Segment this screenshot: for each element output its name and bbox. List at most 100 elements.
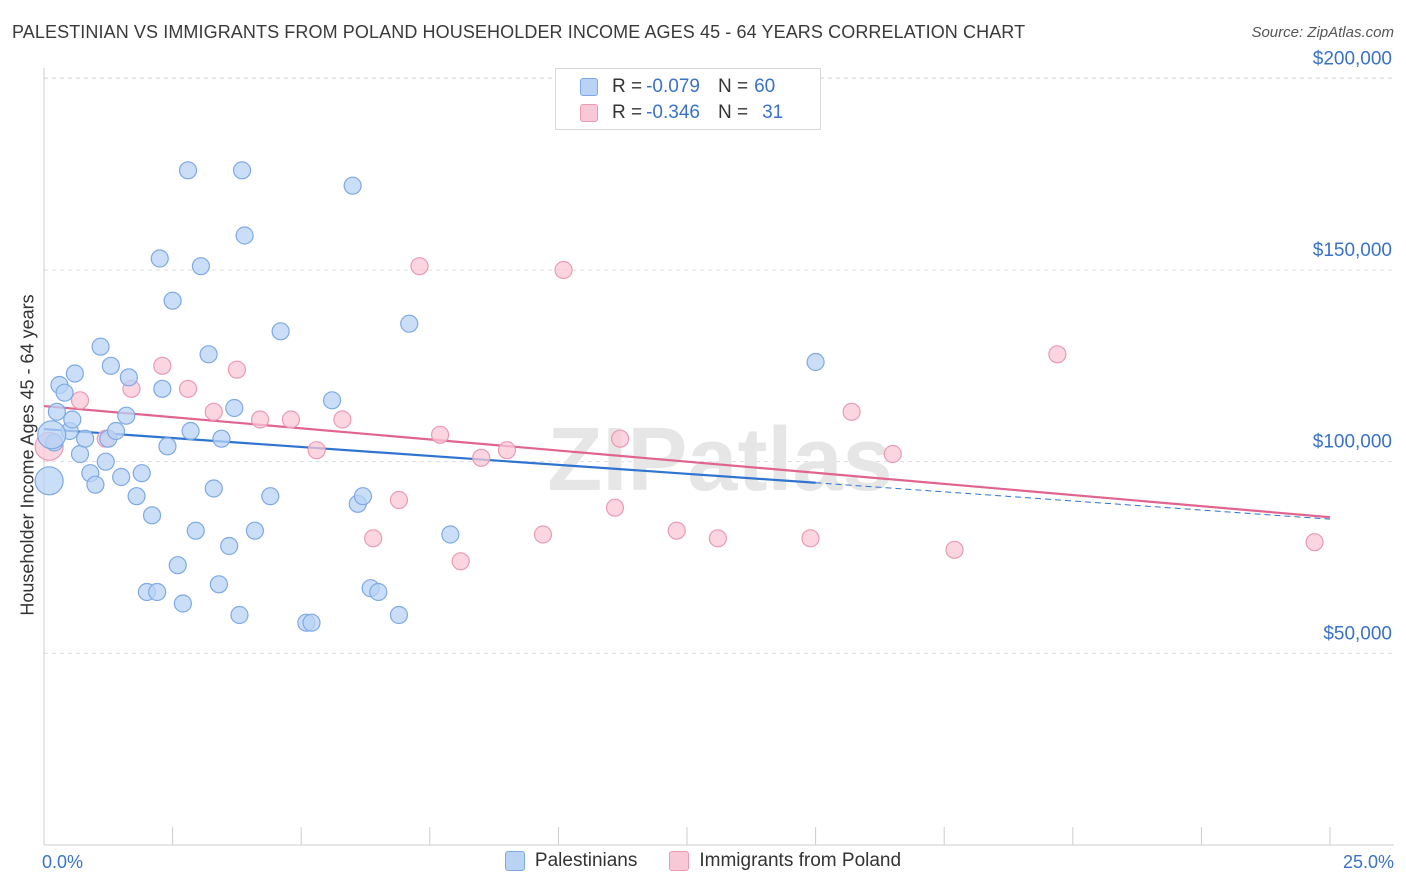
trend-line-palestinians	[43, 427, 816, 484]
point-poland	[801, 529, 820, 548]
point-palestinians	[150, 249, 169, 268]
point-poland	[611, 429, 630, 448]
point-palestinians	[191, 257, 210, 276]
point-palestinians	[153, 379, 172, 398]
r-value: -0.079	[646, 76, 700, 97]
point-palestinians	[63, 410, 82, 429]
point-palestinians	[245, 521, 265, 540]
y-tick-label: $100,000	[1313, 432, 1392, 453]
blue-swatch	[504, 851, 525, 871]
point-poland	[204, 402, 223, 421]
point-palestinians	[302, 613, 321, 632]
point-palestinians	[225, 398, 244, 418]
legend-label: Palestinians	[534, 850, 638, 871]
point-palestinians	[173, 594, 192, 613]
point-palestinians	[65, 364, 84, 383]
point-palestinians	[132, 464, 151, 483]
point-poland	[250, 410, 270, 429]
point-poland	[307, 441, 326, 460]
r-value: -0.346	[646, 102, 700, 123]
point-palestinians	[37, 420, 67, 450]
point-poland	[945, 540, 964, 559]
n-label: N =	[717, 76, 749, 97]
x-tick-label-max: 25.0%	[1342, 852, 1394, 872]
series-legend: Palestinians Immigrants from Poland	[0, 850, 1406, 872]
point-palestinians	[220, 536, 239, 556]
point-poland	[497, 441, 517, 460]
y-tick-label: $50,000	[1323, 623, 1392, 644]
y-tick-label: $200,000	[1313, 48, 1392, 69]
point-palestinians	[112, 467, 131, 487]
point-poland	[605, 498, 625, 517]
watermark: ZIPatlas	[547, 410, 892, 510]
legend-item-palestinians: Palestinians	[504, 850, 638, 872]
point-palestinians	[806, 352, 825, 372]
point-palestinians	[47, 402, 66, 421]
legend-row-palestinians: R = -0.079 N = 60	[580, 75, 775, 99]
point-palestinians	[34, 466, 64, 496]
y-axis-label: Householder Income Ages 45 - 64 years	[17, 294, 38, 616]
trend-extension-palestinians	[815, 482, 1331, 520]
point-palestinians	[353, 487, 373, 506]
chart-title: PALESTINIAN VS IMMIGRANTS FROM POLAND HO…	[12, 22, 1026, 42]
point-palestinians	[101, 356, 120, 375]
r-label: R =	[612, 76, 643, 97]
point-palestinians	[186, 521, 205, 540]
point-palestinians	[70, 444, 90, 464]
point-palestinians	[163, 291, 182, 310]
blue-swatch	[580, 78, 598, 96]
point-poland	[472, 448, 491, 467]
point-palestinians	[212, 429, 231, 448]
point-poland	[883, 444, 902, 464]
point-palestinians	[232, 161, 252, 180]
point-poland	[364, 529, 383, 548]
y-tick-label: $150,000	[1313, 240, 1392, 261]
point-palestinians	[91, 337, 110, 356]
legend-label: Immigrants from Poland	[699, 850, 902, 871]
point-poland	[178, 379, 198, 398]
pink-swatch	[580, 104, 598, 122]
point-poland	[451, 552, 470, 571]
n-value: 31	[762, 102, 784, 123]
point-palestinians	[55, 383, 74, 402]
point-poland	[1305, 533, 1324, 552]
point-poland	[554, 260, 573, 280]
point-palestinians	[261, 487, 280, 506]
point-palestinians	[209, 575, 228, 594]
point-poland	[667, 521, 686, 540]
point-palestinians	[343, 176, 362, 195]
point-palestinians	[199, 345, 218, 364]
data-points	[34, 161, 1324, 632]
point-poland	[430, 425, 450, 444]
legend-row-poland: R = -0.346 N = 31	[580, 101, 783, 125]
point-palestinians	[158, 437, 177, 456]
point-poland	[842, 402, 861, 421]
point-palestinians	[86, 475, 105, 494]
point-palestinians	[235, 226, 254, 245]
point-palestinians	[389, 605, 409, 625]
point-palestinians	[369, 582, 388, 602]
point-poland	[410, 257, 429, 276]
point-poland	[333, 410, 352, 429]
point-palestinians	[271, 322, 290, 341]
point-palestinians	[148, 582, 167, 602]
point-palestinians	[119, 368, 138, 387]
point-palestinians	[322, 391, 342, 410]
point-poland	[70, 391, 90, 410]
point-palestinians	[168, 556, 187, 575]
point-palestinians	[76, 429, 95, 448]
point-palestinians	[441, 525, 460, 544]
pink-swatch	[669, 851, 690, 871]
point-palestinians	[400, 314, 419, 333]
point-palestinians	[204, 479, 223, 498]
n-label: N =	[717, 102, 749, 123]
correlation-legend: R = -0.079 N = 60 R = -0.346 N = 31	[555, 68, 821, 130]
point-poland	[708, 529, 727, 548]
point-poland	[533, 525, 553, 544]
point-palestinians	[117, 406, 136, 425]
point-palestinians	[106, 421, 126, 441]
point-poland	[227, 360, 246, 379]
point-palestinians	[181, 421, 200, 441]
point-palestinians	[127, 487, 146, 506]
